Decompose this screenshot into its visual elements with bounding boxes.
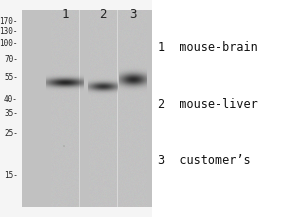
Text: 55-: 55- [4, 72, 18, 82]
Text: 70-: 70- [4, 56, 18, 64]
Text: 170-: 170- [0, 18, 18, 26]
Text: 15-: 15- [4, 171, 18, 179]
Text: 35-: 35- [4, 108, 18, 117]
Text: 3  customer’s: 3 customer’s [158, 154, 250, 167]
Text: 130-: 130- [0, 28, 18, 36]
Text: 1  mouse-brain: 1 mouse-brain [158, 41, 257, 54]
Text: 3: 3 [129, 8, 137, 21]
Text: 100-: 100- [0, 38, 18, 48]
Text: 1: 1 [61, 8, 69, 21]
Text: 40-: 40- [4, 95, 18, 105]
Text: 2  mouse-liver: 2 mouse-liver [158, 98, 257, 111]
Text: 2: 2 [99, 8, 107, 21]
Text: 25-: 25- [4, 128, 18, 138]
